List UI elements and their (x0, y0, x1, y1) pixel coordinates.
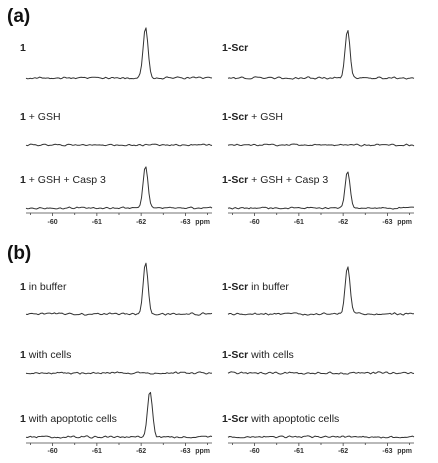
x-tick-label: -60 (250, 219, 260, 226)
spectrum-column-a-right: 1-Scr 1-Scr + GSH 1-Scr + GSH + Casp 3 -60 -… (222, 30, 415, 226)
x-tick-label: -62 (338, 219, 348, 226)
spectrum-trace (227, 371, 415, 375)
series-label: 1 (20, 42, 26, 54)
spectrum-trace (227, 171, 415, 210)
spectrum-column-a-left: 1 1 + GSH 1 + GSH + Casp 3 -60 -61 -62 -63 ppm (20, 27, 213, 226)
x-tick-label: -62 (338, 448, 348, 455)
spectrum-trace (25, 166, 213, 210)
x-tick-label: -60 (48, 448, 58, 455)
x-tick-label: -61 (92, 448, 102, 455)
x-axis-unit: ppm (195, 219, 210, 226)
spectrum-column-b-left: 1 in buffer 1 with cells 1 with apoptotic … (20, 262, 213, 455)
x-tick-label: -61 (92, 219, 102, 226)
spectrum-trace (227, 435, 415, 439)
series-label: 1-Scr + GSH (222, 111, 283, 123)
x-tick-label: -62 (136, 448, 146, 455)
spectrum-trace (227, 30, 415, 80)
x-tick-label: -63 (382, 219, 392, 226)
spectrum-trace (25, 143, 213, 147)
x-tick-label: -61 (294, 448, 304, 455)
series-label: 1 + GSH (20, 111, 61, 123)
x-tick-label: -61 (294, 219, 304, 226)
x-tick-label: -62 (136, 219, 146, 226)
series-label: 1-Scr + GSH + Casp 3 (222, 174, 328, 186)
spectrum-trace (25, 391, 213, 439)
series-label: 1 in buffer (20, 281, 67, 293)
series-label: 1 + GSH + Casp 3 (20, 174, 106, 186)
series-label: 1-Scr (222, 42, 248, 54)
x-tick-label: -63 (382, 448, 392, 455)
panel-label-a: (a) (7, 6, 30, 27)
x-tick-label: -63 (180, 219, 190, 226)
x-tick-label: -60 (250, 448, 260, 455)
spectrum-trace (25, 262, 213, 316)
spectrum-trace (227, 143, 415, 147)
spectrum-trace (227, 266, 414, 316)
x-tick-label: -63 (180, 448, 190, 455)
panel-label-b: (b) (7, 243, 31, 264)
x-tick-label: -60 (48, 219, 58, 226)
spectrum-trace (25, 27, 213, 80)
series-label: 1-Scr with apoptotic cells (222, 413, 339, 425)
x-axis-unit: ppm (397, 219, 412, 226)
spectrum-column-b-right: 1-Scr in buffer 1-Scr with cells 1-Scr wit… (222, 266, 415, 455)
x-axis-unit: ppm (195, 448, 210, 455)
x-axis-unit: ppm (397, 448, 412, 455)
series-label: 1-Scr in buffer (222, 281, 289, 293)
spectrum-trace (25, 371, 213, 375)
series-label: 1-Scr with cells (222, 349, 294, 361)
series-label: 1 with cells (20, 349, 71, 361)
series-label: 1 with apoptotic cells (20, 413, 117, 425)
